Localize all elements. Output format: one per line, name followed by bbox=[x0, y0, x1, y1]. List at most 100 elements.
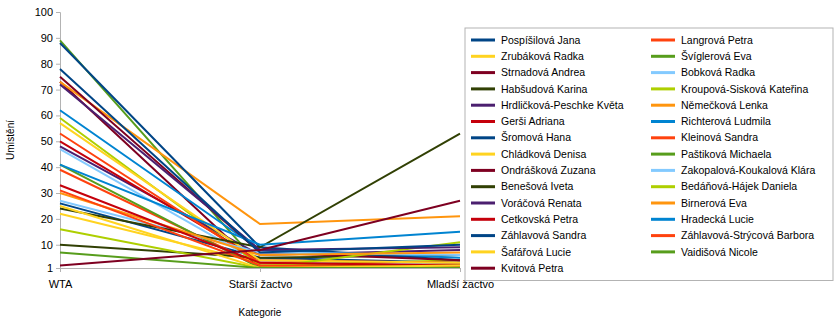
y-tick-label: 20 bbox=[41, 213, 53, 225]
chart: 1 10 20 30 40 50 60 70 80 90 100 WTAStarší žactvoMl… bbox=[0, 0, 838, 326]
series-line bbox=[60, 165, 460, 245]
x-axis-title: Kategorie bbox=[239, 307, 282, 318]
y-tick-mark bbox=[56, 90, 60, 91]
legend-label: Kleinová Sandra bbox=[681, 131, 758, 143]
y-tick: 1 bbox=[47, 262, 60, 274]
legend-label: Švíglerová Eva bbox=[681, 50, 752, 62]
legend-swatch bbox=[471, 153, 495, 156]
series-line bbox=[60, 77, 460, 261]
legend-label: Kroupová-Sisková Kateřina bbox=[681, 83, 808, 95]
series-line bbox=[60, 134, 460, 266]
legend-label: Gerši Adriana bbox=[501, 115, 565, 127]
legend-label: Voráčová Renata bbox=[501, 197, 582, 209]
legend-label: Langrová Petra bbox=[681, 34, 753, 46]
legend-label: Zakopalová-Koukalová Klára bbox=[681, 164, 815, 176]
legend-swatch bbox=[651, 71, 675, 74]
legend-label: Ondrášková Zuzana bbox=[501, 164, 596, 176]
legend-swatch bbox=[651, 104, 675, 107]
legend-label: Chládková Denisa bbox=[501, 148, 586, 160]
legend-label: Záhlavová Sandra bbox=[501, 229, 586, 241]
legend-label: Šafářová Lucie bbox=[501, 246, 571, 258]
y-tick-mark bbox=[56, 219, 60, 220]
y-tick-mark bbox=[56, 193, 60, 194]
y-tick: 10 bbox=[41, 239, 60, 251]
y-axis-title: Umístění bbox=[5, 120, 16, 160]
legend-label: Cetkovská Petra bbox=[501, 213, 578, 225]
legend-swatch bbox=[471, 120, 495, 123]
x-tick-mark bbox=[460, 268, 461, 272]
legend-label: Bobková Radka bbox=[681, 66, 755, 78]
legend-swatch bbox=[471, 202, 495, 205]
y-tick-mark bbox=[56, 268, 60, 269]
legend-label: Záhlavová-Strýcová Barbora bbox=[681, 229, 814, 241]
series-line bbox=[60, 141, 460, 263]
y-tick: 100 bbox=[35, 6, 60, 18]
legend-label: Bedáňová-Hájek Daniela bbox=[681, 180, 797, 192]
y-tick: 30 bbox=[41, 187, 60, 199]
y-tick-mark bbox=[56, 12, 60, 13]
legend-swatch bbox=[471, 71, 495, 74]
legend-label: Šromová Hana bbox=[501, 131, 571, 143]
y-tick-label: 30 bbox=[41, 187, 53, 199]
series-line bbox=[60, 123, 460, 263]
legend-swatch bbox=[471, 218, 495, 221]
legend-label: Zrubáková Radka bbox=[501, 50, 584, 62]
y-tick: 20 bbox=[41, 213, 60, 225]
legend-swatch bbox=[651, 39, 675, 42]
series-line bbox=[60, 110, 460, 257]
legend-label: Pospíšilová Jana bbox=[501, 34, 581, 46]
legend: Pospíšilová Jana Langrová Petra Zrubáková … bbox=[465, 28, 833, 281]
legend-swatch bbox=[651, 169, 675, 172]
y-tick-mark bbox=[56, 167, 60, 168]
legend-swatch bbox=[471, 267, 495, 270]
y-tick-mark bbox=[56, 141, 60, 142]
x-tick-mark bbox=[60, 268, 61, 272]
y-tick-mark bbox=[56, 64, 60, 65]
y-tick: 50 bbox=[41, 135, 60, 147]
legend-swatch bbox=[471, 104, 495, 107]
legend-swatch bbox=[471, 169, 495, 172]
series-line bbox=[60, 82, 460, 268]
y-tick-label: 80 bbox=[41, 58, 53, 70]
y-tick-label: 50 bbox=[41, 135, 53, 147]
x-tick-mark bbox=[260, 268, 261, 272]
legend-swatch bbox=[651, 218, 675, 221]
series-line bbox=[60, 190, 460, 268]
x-tick: Mladší žactvo bbox=[427, 268, 494, 290]
legend-label: Benešová Iveta bbox=[501, 180, 574, 192]
x-tick-label: WTA bbox=[49, 278, 73, 290]
series-line bbox=[60, 134, 460, 248]
legend-swatch bbox=[651, 202, 675, 205]
y-tick-mark bbox=[56, 115, 60, 116]
series-line bbox=[60, 146, 460, 255]
plot-area bbox=[60, 40, 460, 268]
legend-swatch bbox=[651, 250, 675, 253]
legend-label: Kvitová Petra bbox=[501, 262, 564, 274]
legend-label: Birnerová Eva bbox=[681, 197, 747, 209]
x-axis: WTAStarší žactvoMladší žactvo bbox=[49, 268, 494, 290]
y-tick-mark bbox=[56, 245, 60, 246]
y-tick: 70 bbox=[41, 84, 60, 96]
legend-swatch bbox=[471, 136, 495, 139]
legend-swatch bbox=[471, 39, 495, 42]
y-tick-mark bbox=[56, 38, 60, 39]
y-axis: 1 10 20 30 40 50 60 70 80 90 100 bbox=[35, 6, 61, 274]
y-tick-label: 60 bbox=[41, 109, 53, 121]
y-tick-label: 90 bbox=[41, 32, 53, 44]
legend-label: Němečková Lenka bbox=[681, 99, 768, 111]
legend-label: Hradecká Lucie bbox=[681, 213, 754, 225]
legend-label: Paštiková Michaela bbox=[681, 148, 772, 160]
legend-label: Richterová Ludmila bbox=[681, 115, 771, 127]
legend-swatch bbox=[651, 120, 675, 123]
legend-label: Strnadová Andrea bbox=[501, 66, 585, 78]
y-tick: 60 bbox=[41, 109, 60, 121]
y-tick-label: 1 bbox=[47, 262, 53, 274]
legend-swatch bbox=[471, 250, 495, 253]
x-tick: WTA bbox=[49, 268, 73, 290]
legend-swatch bbox=[471, 55, 495, 58]
legend-frame bbox=[465, 28, 833, 281]
y-tick-label: 40 bbox=[41, 161, 53, 173]
legend-swatch bbox=[471, 87, 495, 90]
legend-swatch bbox=[471, 185, 495, 188]
y-tick-label: 100 bbox=[35, 6, 53, 18]
